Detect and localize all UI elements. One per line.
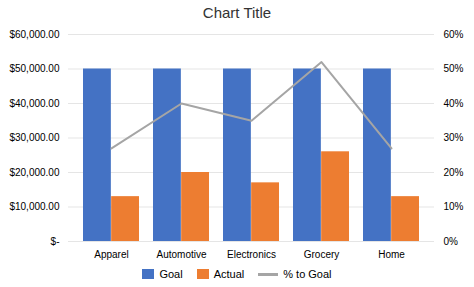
svg-text:$60,000.00: $60,000.00 <box>9 29 59 40</box>
svg-text:$20,000.00: $20,000.00 <box>9 167 59 178</box>
html-text:Actual: Actual <box>213 268 245 280</box>
svg-text:Apparel: Apparel <box>94 249 128 260</box>
html-text:% to Goal: % to Goal <box>283 268 332 280</box>
html-text:Chart Title: Chart Title <box>202 4 272 21</box>
html-text:Goal: Goal <box>159 268 183 280</box>
svg-text:$50,000.00: $50,000.00 <box>9 63 59 74</box>
svg-text:Home: Home <box>378 249 405 260</box>
svg-text:$40,000.00: $40,000.00 <box>9 98 59 109</box>
svg-text:Automotive: Automotive <box>156 249 206 260</box>
svg-text:40%: 40% <box>444 98 464 109</box>
svg-text:$30,000.00: $30,000.00 <box>9 132 59 143</box>
svg-text:30%: 30% <box>444 132 464 143</box>
svg-text:Electronics: Electronics <box>227 249 276 260</box>
svg-text:0%: 0% <box>444 236 459 247</box>
svg-text:20%: 20% <box>444 167 464 178</box>
svg-text:$10,000.00: $10,000.00 <box>9 201 59 212</box>
svg-text:50%: 50% <box>444 63 464 74</box>
svg-text:10%: 10% <box>444 201 464 212</box>
svg-text:$-: $- <box>51 236 60 247</box>
svg-text:60%: 60% <box>444 29 464 40</box>
svg-text:Grocery: Grocery <box>304 249 340 260</box>
